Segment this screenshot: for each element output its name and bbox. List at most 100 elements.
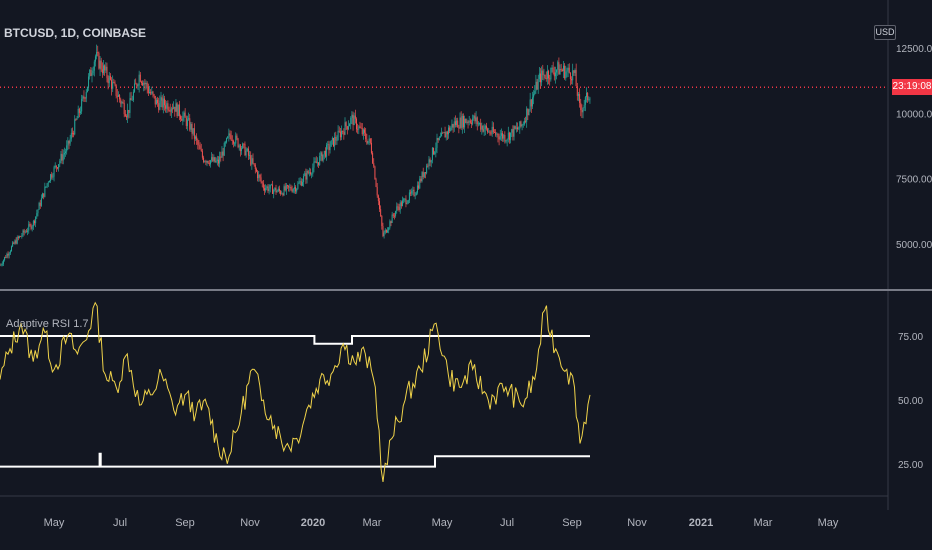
time-tick-label: Mar [363, 517, 382, 529]
candle [245, 150, 247, 156]
candle [563, 65, 564, 71]
candle [184, 112, 186, 118]
candle [275, 187, 277, 193]
candle [333, 137, 334, 147]
candle [51, 174, 53, 178]
candle [454, 121, 456, 126]
candle [303, 175, 305, 183]
candle [177, 104, 179, 117]
candle [163, 98, 165, 106]
candle [195, 136, 196, 139]
candle [582, 108, 584, 113]
candle [268, 188, 270, 191]
candle [460, 117, 462, 128]
candle [376, 186, 378, 196]
candle [533, 94, 535, 98]
candle [44, 186, 46, 197]
candle [508, 132, 510, 141]
price-tick-label: 10000.00 [896, 109, 932, 120]
candle [0, 264, 2, 266]
candle [229, 133, 231, 136]
candle [219, 156, 221, 164]
candle [503, 135, 505, 139]
candle [113, 82, 115, 83]
time-tick-label: May [432, 517, 453, 529]
candle [50, 174, 52, 182]
candle [47, 182, 49, 184]
candle [130, 98, 132, 101]
candle [474, 115, 476, 122]
candle [400, 202, 402, 207]
candle [335, 136, 337, 141]
candle [174, 106, 176, 112]
candle [37, 209, 39, 214]
indicator-label: Adaptive RSI 1.7 [6, 318, 89, 330]
candle [32, 220, 34, 227]
candle [396, 206, 398, 212]
candle [548, 71, 550, 79]
candle [502, 133, 504, 139]
candle [462, 116, 464, 128]
candle [134, 83, 136, 92]
candle [381, 215, 383, 227]
candle [281, 193, 283, 195]
candle [552, 67, 554, 73]
candle [465, 118, 467, 123]
candle [244, 143, 246, 156]
candle [186, 119, 188, 126]
candle [484, 125, 486, 130]
candle [196, 136, 198, 141]
candle [380, 209, 382, 216]
candle [565, 71, 567, 79]
currency-label[interactable]: USD [874, 25, 896, 40]
candle [81, 98, 83, 112]
candle [119, 95, 121, 100]
candle [504, 135, 506, 142]
candle [398, 207, 400, 211]
time-tick-label: Nov [240, 517, 260, 529]
candle [505, 140, 507, 142]
candle [553, 72, 555, 77]
time-tick-label: Sep [175, 517, 195, 529]
candle [88, 76, 90, 87]
candle [276, 190, 278, 193]
candle [459, 117, 461, 129]
candle [372, 152, 374, 164]
candle [22, 230, 24, 236]
candle [322, 154, 324, 161]
candle [8, 253, 10, 256]
candle [259, 174, 261, 178]
candle [549, 78, 551, 80]
candle [94, 56, 96, 62]
candle [475, 117, 477, 122]
candle [537, 79, 539, 90]
candle [218, 159, 219, 164]
candle [301, 182, 303, 186]
candle [265, 188, 267, 191]
candle [573, 70, 575, 73]
candle [577, 94, 579, 96]
candle [464, 118, 466, 128]
candle [384, 229, 386, 233]
candle [121, 102, 123, 104]
candle [112, 82, 114, 89]
candle [528, 109, 530, 116]
time-tick-label: May [44, 517, 65, 529]
candle [150, 92, 152, 94]
candle [334, 136, 336, 147]
candle [283, 186, 285, 196]
candle [383, 232, 385, 236]
candle [293, 187, 295, 189]
candle [458, 127, 460, 129]
candle [273, 190, 275, 194]
candle [66, 145, 68, 152]
candle [204, 161, 206, 163]
candle [230, 135, 232, 141]
candle [290, 186, 292, 190]
candle [108, 75, 110, 84]
candle [169, 110, 171, 112]
candle [328, 144, 330, 151]
candle [180, 116, 182, 119]
candle [457, 120, 459, 128]
